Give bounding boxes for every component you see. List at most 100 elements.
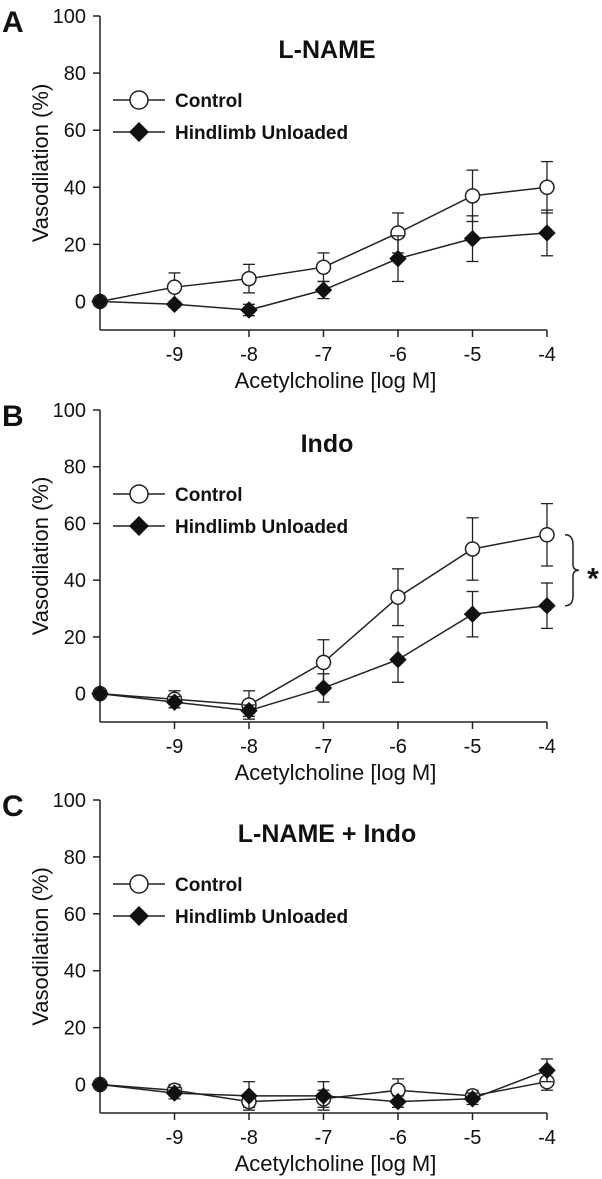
x-tick-label: -5 xyxy=(464,344,482,366)
x-tick-label: -8 xyxy=(240,344,258,366)
data-point xyxy=(240,1087,258,1105)
y-tick-label: 0 xyxy=(75,684,86,706)
data-point xyxy=(165,1084,184,1102)
legend-label: Control xyxy=(175,485,243,506)
x-tick-label: -7 xyxy=(315,344,333,366)
chart-panel-c: 0 20 40 60 80 100 -9 -8 -7 -6 -5 -4 Acetylcholine [l… xyxy=(2,790,556,1176)
data-point xyxy=(389,249,407,268)
data-point xyxy=(389,1092,407,1111)
data-point xyxy=(314,281,333,299)
x-tick-label: -9 xyxy=(166,1127,184,1149)
data-point xyxy=(91,684,109,703)
panel-letter: A xyxy=(2,6,24,39)
legend-label: Control xyxy=(175,91,243,112)
x-tick-label: -4 xyxy=(538,736,556,758)
legend-marker xyxy=(129,90,149,110)
y-tick-label: 60 xyxy=(64,904,86,926)
data-point xyxy=(539,527,555,543)
y-axis-title: Vasodilation (%) xyxy=(28,84,53,243)
x-tick-label: -4 xyxy=(538,1127,556,1149)
data-point xyxy=(240,301,258,319)
data-point xyxy=(315,654,332,671)
legend-entry: Control xyxy=(113,90,243,112)
data-point xyxy=(538,1061,556,1080)
x-tick-label: -7 xyxy=(315,736,333,758)
y-tick-label: 60 xyxy=(64,513,86,535)
data-point xyxy=(539,179,555,196)
x-tick-label: -6 xyxy=(389,1127,407,1149)
y-tick-label: 40 xyxy=(64,570,86,592)
legend-marker xyxy=(129,484,149,504)
y-tick-label: 20 xyxy=(64,1018,86,1040)
data-point xyxy=(165,693,184,711)
x-tick-label: -6 xyxy=(389,736,407,758)
data-point xyxy=(463,229,482,248)
series-hindlimb-unloaded xyxy=(91,1058,556,1111)
data-point xyxy=(314,1087,333,1105)
chart-panel-a: 0 20 40 60 80 100 -9 -8 -7 -6 -5 -4 Acetylcholine [l… xyxy=(2,6,556,393)
y-tick-label: 100 xyxy=(53,6,86,28)
series-hindlimb-unloaded xyxy=(91,209,556,319)
data-point xyxy=(241,270,257,287)
y-tick-label: 80 xyxy=(64,847,86,869)
y-tick-label: 20 xyxy=(64,234,86,256)
legend-label: Hindlimb Unloaded xyxy=(175,907,348,928)
panel-title: L-NAME xyxy=(278,36,375,64)
legend-entry: Hindlimb Unloaded xyxy=(113,906,348,928)
x-axis-title: Acetylcholine [log M] xyxy=(235,368,437,393)
data-point xyxy=(166,279,183,295)
legend-marker xyxy=(129,906,149,926)
data-point xyxy=(464,541,481,557)
significance-marker: * xyxy=(587,562,599,595)
x-axis-title: Acetylcholine [log M] xyxy=(235,1151,437,1176)
data-point xyxy=(464,188,481,204)
y-tick-label: 80 xyxy=(64,457,86,479)
legend-label: Hindlimb Unloaded xyxy=(175,517,348,538)
data-point xyxy=(91,1075,109,1094)
x-tick-label: -6 xyxy=(389,344,407,366)
x-tick-label: -8 xyxy=(240,736,258,758)
data-point xyxy=(389,650,407,669)
x-tick-label: -7 xyxy=(315,1127,333,1149)
x-tick-label: -4 xyxy=(538,344,556,366)
y-tick-label: 80 xyxy=(64,63,86,85)
panel-title: Indo xyxy=(301,430,354,458)
legend-marker xyxy=(129,122,149,142)
x-tick-label: -9 xyxy=(166,344,184,366)
significance-bracket xyxy=(564,534,580,607)
y-tick-label: 40 xyxy=(64,177,86,199)
legend-marker xyxy=(129,516,149,536)
y-tick-label: 40 xyxy=(64,961,86,983)
y-tick-label: 0 xyxy=(75,1075,86,1097)
x-tick-label: -9 xyxy=(166,736,184,758)
y-tick-label: 100 xyxy=(53,400,86,422)
legend-entry: Hindlimb Unloaded xyxy=(113,122,348,144)
x-tick-label: -5 xyxy=(464,736,482,758)
y-tick-label: 0 xyxy=(75,291,86,313)
y-axis-title: Vasodilation (%) xyxy=(28,867,53,1026)
legend-label: Hindlimb Unloaded xyxy=(175,123,348,144)
data-point xyxy=(538,597,556,615)
data-point xyxy=(240,701,258,720)
y-axis-title: Vasodilation (%) xyxy=(28,477,53,636)
legend-entry: Hindlimb Unloaded xyxy=(113,516,348,538)
x-tick-label: -5 xyxy=(464,1127,482,1149)
panel-letter: B xyxy=(2,400,24,433)
data-point xyxy=(463,1090,482,1108)
y-tick-label: 60 xyxy=(64,120,86,142)
data-point xyxy=(463,605,482,623)
x-axis-title: Acetylcholine [log M] xyxy=(235,760,437,785)
x-tick-label: -8 xyxy=(240,1127,258,1149)
panel-letter: C xyxy=(2,790,24,823)
data-point xyxy=(315,259,332,275)
data-point xyxy=(314,679,333,697)
chart-panel-b: 0 20 40 60 80 100 -9 -8 -7 -6 -5 -4 Acetylcholine [l… xyxy=(2,400,599,785)
data-point xyxy=(538,224,556,242)
y-tick-label: 20 xyxy=(64,627,86,649)
y-tick-label: 100 xyxy=(53,790,86,812)
data-point xyxy=(165,295,184,314)
legend-marker xyxy=(129,874,149,894)
panel-title: L-NAME + Indo xyxy=(238,820,416,848)
legend-entry: Control xyxy=(113,874,243,896)
